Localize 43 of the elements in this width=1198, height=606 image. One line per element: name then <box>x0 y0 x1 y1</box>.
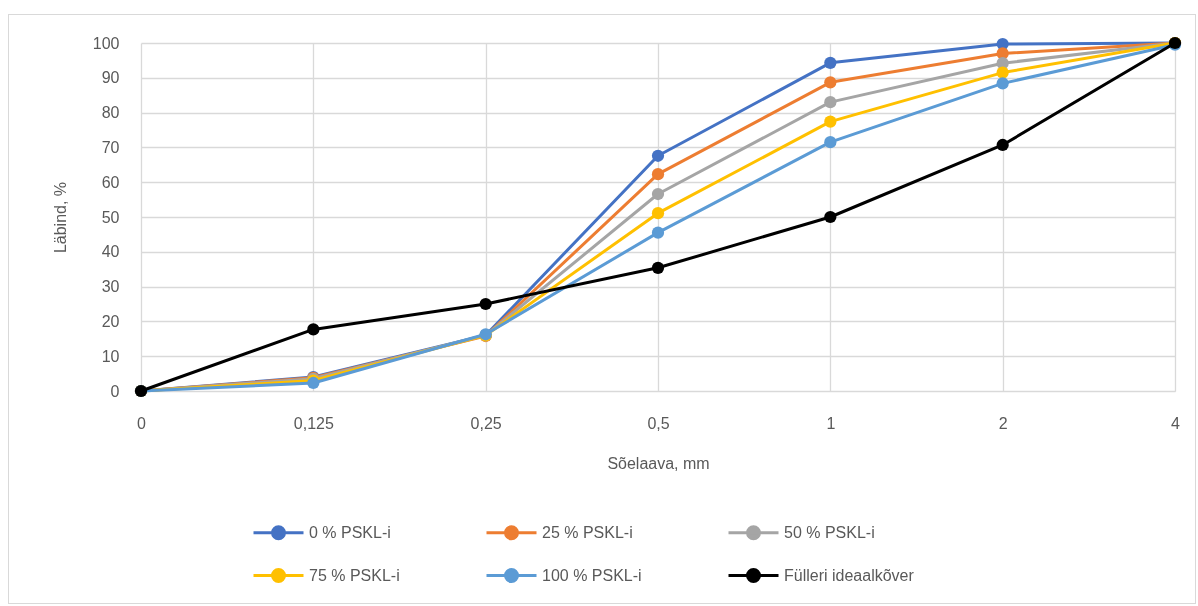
point <box>824 96 837 109</box>
legend-label: Fülleri ideaalkõver <box>784 566 915 584</box>
x-tick-label: 0 <box>137 414 147 432</box>
y-tick-label: 10 <box>101 347 120 365</box>
x-tick-label: 2 <box>998 414 1008 432</box>
legend-label: 0 % PSKL-i <box>309 523 391 541</box>
x-axis-title: Sõelaava, mm <box>607 454 710 472</box>
x-tick-label: 1 <box>826 414 836 432</box>
y-tick-label: 50 <box>101 208 120 226</box>
legend-label: 75 % PSKL-i <box>309 566 400 584</box>
y-tick-label: 0 <box>110 382 120 400</box>
point <box>824 76 837 89</box>
y-tick-label: 30 <box>101 278 120 296</box>
point <box>307 323 320 336</box>
x-tick-label: 0,25 <box>470 414 502 432</box>
x-tick-label: 0,125 <box>293 414 334 432</box>
y-tick-label: 60 <box>101 173 120 191</box>
point <box>996 77 1009 90</box>
y-tick-label: 40 <box>101 243 120 261</box>
y-tick-label: 100 <box>92 34 120 52</box>
point <box>651 207 665 220</box>
y-tick-label: 70 <box>101 138 120 156</box>
point <box>824 56 837 69</box>
point <box>651 149 665 162</box>
point <box>824 115 837 128</box>
point <box>479 297 492 311</box>
y-tick-label: 80 <box>101 104 120 122</box>
point <box>824 210 837 224</box>
point <box>651 226 665 239</box>
point <box>651 168 665 181</box>
legend-label: 25 % PSKL-i <box>542 523 633 541</box>
point <box>996 66 1009 79</box>
point <box>651 187 665 201</box>
x-tick-label: 4 <box>1171 414 1181 432</box>
legend-label: 100 % PSKL-i <box>542 566 642 584</box>
y-axis-title: Läbind, % <box>51 181 69 254</box>
y-tick-label: 20 <box>101 312 120 330</box>
point <box>651 261 665 274</box>
point <box>824 136 837 149</box>
x-tick-label: 0,5 <box>647 414 670 432</box>
y-tick-label: 90 <box>101 69 120 87</box>
legend-label: 50 % PSKL-i <box>784 523 875 541</box>
point <box>996 138 1009 152</box>
